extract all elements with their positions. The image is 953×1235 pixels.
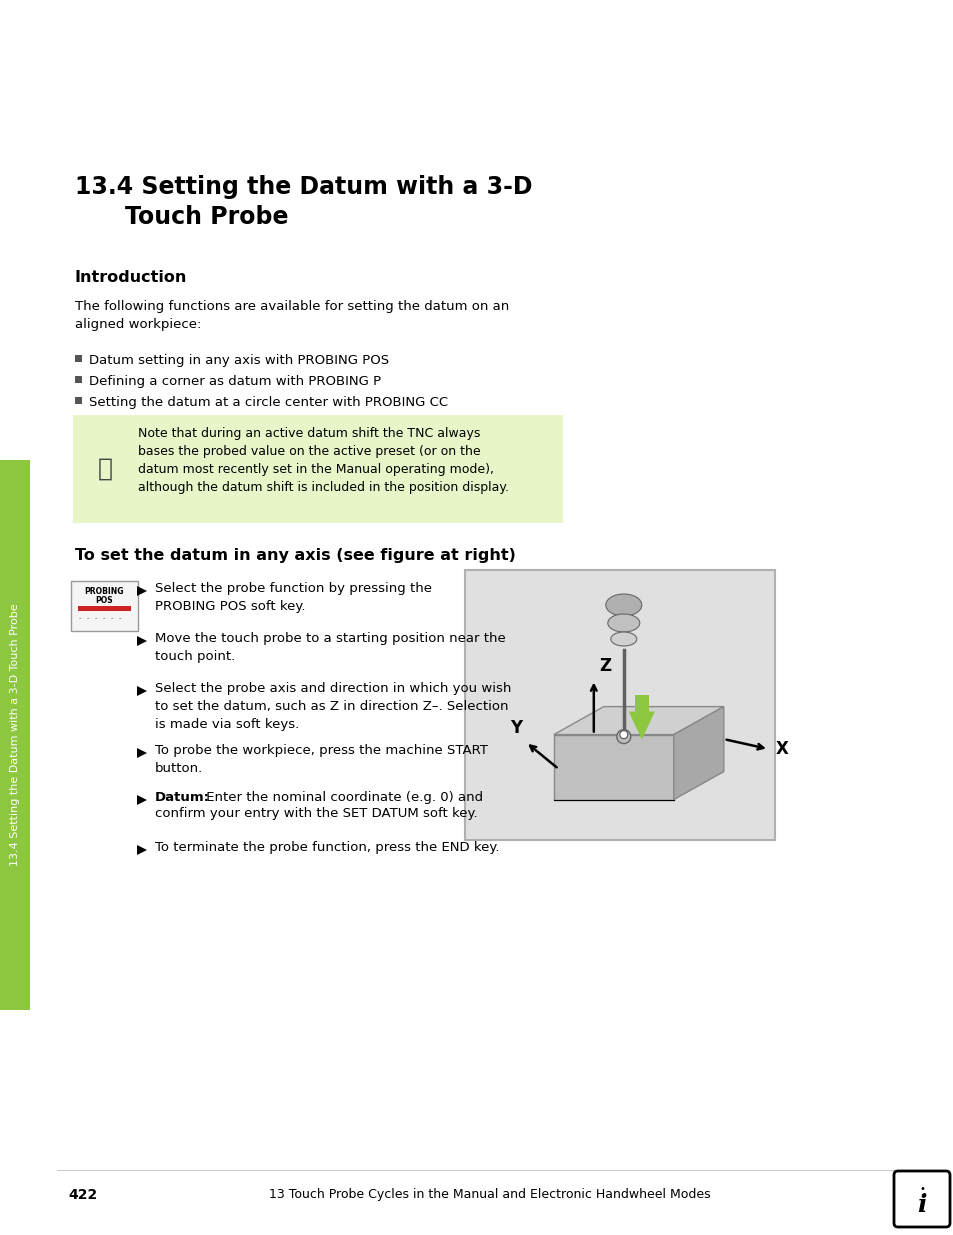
Text: confirm your entry with the SET DATUM soft key.: confirm your entry with the SET DATUM so… <box>154 806 477 820</box>
Text: -: - <box>111 615 113 621</box>
Ellipse shape <box>610 632 637 646</box>
Text: Select the probe function by pressing the
PROBING POS soft key.: Select the probe function by pressing th… <box>154 582 432 613</box>
Polygon shape <box>628 711 654 740</box>
Text: Enter the nominal coordinate (e.g. 0) and: Enter the nominal coordinate (e.g. 0) an… <box>202 790 482 804</box>
Text: To probe the workpiece, press the machine START
button.: To probe the workpiece, press the machin… <box>154 743 487 776</box>
FancyBboxPatch shape <box>73 415 562 522</box>
Text: Z: Z <box>598 657 610 674</box>
FancyBboxPatch shape <box>71 580 138 631</box>
Text: Datum:: Datum: <box>154 790 210 804</box>
FancyBboxPatch shape <box>75 375 82 383</box>
Polygon shape <box>137 636 147 646</box>
Polygon shape <box>554 706 723 735</box>
Text: Note that during an active datum shift the TNC always
bases the probed value on : Note that during an active datum shift t… <box>138 427 509 494</box>
Circle shape <box>617 730 630 743</box>
Text: PROBING: PROBING <box>85 587 124 597</box>
FancyBboxPatch shape <box>75 354 82 362</box>
Text: •: • <box>918 1184 924 1194</box>
Text: i: i <box>916 1193 925 1216</box>
Polygon shape <box>137 685 147 697</box>
Text: 13.4 Setting the Datum with a 3-D: 13.4 Setting the Datum with a 3-D <box>75 175 532 199</box>
Text: 👆: 👆 <box>97 457 112 480</box>
Ellipse shape <box>607 614 639 632</box>
Text: The following functions are available for setting the datum on an
aligned workpi: The following functions are available fo… <box>75 300 509 331</box>
Text: Defining a corner as datum with PROBING P: Defining a corner as datum with PROBING … <box>89 375 381 388</box>
Ellipse shape <box>605 594 641 616</box>
Polygon shape <box>137 748 147 758</box>
Text: -: - <box>87 615 90 621</box>
Text: To terminate the probe function, press the END key.: To terminate the probe function, press t… <box>154 841 499 853</box>
Text: -: - <box>79 615 81 621</box>
Text: 13 Touch Probe Cycles in the Manual and Electronic Handwheel Modes: 13 Touch Probe Cycles in the Manual and … <box>269 1188 710 1200</box>
Text: Datum setting in any axis with PROBING POS: Datum setting in any axis with PROBING P… <box>89 354 389 367</box>
Text: Introduction: Introduction <box>75 270 187 285</box>
FancyBboxPatch shape <box>893 1171 949 1228</box>
FancyBboxPatch shape <box>464 571 774 840</box>
Text: 422: 422 <box>68 1188 97 1202</box>
Text: 13.4 Setting the Datum with a 3-D Touch Probe: 13.4 Setting the Datum with a 3-D Touch … <box>10 604 20 866</box>
Polygon shape <box>137 585 147 597</box>
FancyBboxPatch shape <box>0 459 30 1010</box>
Polygon shape <box>634 694 648 711</box>
Text: -: - <box>103 615 105 621</box>
Text: Select the probe axis and direction in which you wish
to set the datum, such as : Select the probe axis and direction in w… <box>154 682 511 731</box>
Polygon shape <box>137 795 147 805</box>
Text: Touch Probe: Touch Probe <box>125 205 288 228</box>
Text: -: - <box>94 615 97 621</box>
Text: Y: Y <box>509 719 521 737</box>
Polygon shape <box>554 735 673 799</box>
Text: Setting the datum at a circle center with PROBING CC: Setting the datum at a circle center wit… <box>89 396 448 409</box>
Circle shape <box>619 731 627 739</box>
Text: -: - <box>118 615 121 621</box>
Polygon shape <box>137 845 147 855</box>
FancyBboxPatch shape <box>75 396 82 404</box>
Polygon shape <box>673 706 723 799</box>
Text: Move the touch probe to a starting position near the
touch point.: Move the touch probe to a starting posit… <box>154 632 505 663</box>
FancyBboxPatch shape <box>78 606 131 611</box>
Text: POS: POS <box>95 597 113 605</box>
Text: To set the datum in any axis (see figure at right): To set the datum in any axis (see figure… <box>75 548 516 563</box>
Text: X: X <box>775 740 788 758</box>
